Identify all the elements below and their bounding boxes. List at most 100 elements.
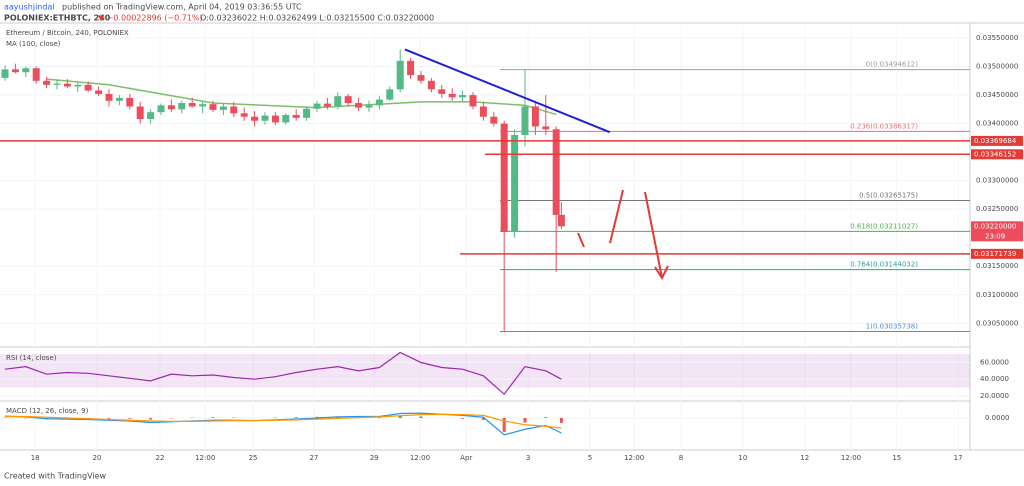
candle-body	[63, 83, 71, 87]
annotation-arrows	[577, 189, 669, 281]
x-tick-label: 12:00	[624, 454, 644, 462]
y-tick-label: 0.03550000	[976, 34, 1018, 42]
candle-body	[230, 106, 238, 114]
y-tick-label: 0.03300000	[976, 177, 1018, 185]
candle-body	[167, 105, 175, 110]
arrow	[577, 232, 585, 248]
histogram-bar	[149, 418, 153, 420]
x-tick-label: 15	[892, 454, 901, 462]
arrow-head	[654, 265, 669, 281]
x-tick-label: 5	[588, 454, 592, 462]
last-price-box	[971, 221, 1023, 242]
countdown: 23:09	[985, 232, 1005, 240]
price-label: 0.03346152	[974, 150, 1016, 158]
candle-body	[438, 89, 446, 94]
change: ▼ −0.00022896 (−0.71%)	[98, 14, 203, 23]
fib-label: 1(0.03035738)	[866, 322, 918, 330]
trend-line	[404, 48, 611, 134]
histogram-bar	[419, 416, 423, 418]
fib-label: 0.618(0.03211027)	[850, 222, 918, 230]
candle-body	[74, 84, 82, 87]
y-tick-label: 0.03450000	[976, 91, 1018, 99]
candle-body	[407, 60, 415, 76]
histogram-bar	[502, 418, 506, 432]
candle-body	[355, 103, 363, 108]
pane-title: RSI (14, close)	[6, 354, 57, 362]
candle-body	[469, 95, 477, 107]
candle-body	[1, 69, 9, 78]
candle-body	[84, 84, 92, 91]
candle-body	[313, 103, 321, 109]
candle-body	[11, 69, 19, 73]
candle-body	[219, 106, 227, 110]
candle-body	[521, 106, 529, 135]
x-tick-label: 12:00	[195, 454, 215, 462]
candle-body	[500, 123, 508, 233]
y-tick-label: 0.03150000	[976, 262, 1018, 270]
price-label: 0.03369684	[974, 137, 1017, 145]
x-tick-label: Apr	[460, 454, 472, 462]
x-tick-label: 8	[679, 454, 683, 462]
candle-body	[303, 108, 311, 118]
candle-body	[542, 126, 550, 130]
y-tick-label: 40.0000	[980, 375, 1009, 383]
histogram-bar	[461, 418, 465, 419]
candle-body	[147, 112, 155, 120]
candle-body	[95, 90, 103, 94]
candle-body	[459, 95, 467, 98]
candle-body	[334, 96, 342, 107]
y-tick-label: 0.03050000	[976, 319, 1018, 327]
x-tick-label: 22	[155, 454, 164, 462]
x-tick-label: 29	[370, 454, 379, 462]
fib-label: 0.236(0.03386317)	[850, 122, 918, 130]
candle-body	[344, 96, 352, 104]
rsi-band	[0, 354, 970, 388]
fib-label: 0(0.03494612)	[866, 61, 918, 69]
candle-body	[251, 116, 259, 121]
arrow	[644, 191, 663, 279]
candle-body	[178, 103, 186, 110]
published: published on TradingView.com, April 04, …	[62, 3, 302, 12]
candle-body	[323, 103, 331, 107]
x-tick-label: 10	[738, 454, 747, 462]
overlay-title: MA (100, close)	[6, 40, 61, 48]
candle-body	[136, 106, 144, 120]
rsi-line	[4, 351, 562, 396]
histogram-bar	[107, 418, 111, 419]
ohlc: O:0.03236022 H:0.03262499 L:0.03215500 C…	[200, 14, 434, 23]
candle-body	[53, 83, 61, 85]
y-tick-label: 0.03100000	[976, 291, 1018, 299]
candle-body	[22, 68, 30, 73]
symbol: POLONIEX:ETHBTC, 240	[4, 14, 111, 23]
author[interactable]: aayushjindal	[4, 3, 55, 12]
candle-body	[511, 134, 519, 233]
macd-line	[4, 413, 562, 429]
histogram-bar	[398, 415, 402, 418]
candle-body	[282, 115, 290, 123]
candle-body	[188, 103, 196, 107]
footer: Created with TradingView	[4, 472, 107, 481]
candle-body	[386, 89, 394, 100]
y-tick-label: 0.03500000	[976, 63, 1018, 71]
plot-area: 0.03550000 0.03500000 0.03450000 0.03400000…	[0, 26, 1023, 462]
candle-body	[396, 60, 404, 90]
fib-label: 0.5(0.03265175)	[859, 192, 918, 200]
x-tick-label: 18	[31, 454, 40, 462]
price-label-box	[971, 135, 1023, 146]
candle-body	[557, 214, 565, 227]
x-tick-label: 25	[249, 454, 258, 462]
histogram-bar	[559, 418, 563, 423]
candle-body	[292, 115, 300, 118]
x-tick-label: 3	[526, 454, 530, 462]
candle-body	[126, 97, 134, 107]
candle-body	[240, 113, 248, 117]
candle-body	[375, 99, 383, 106]
candle-body	[448, 93, 456, 98]
candle-body	[490, 116, 498, 124]
candle-body	[479, 106, 487, 117]
x-tick-label: 20	[93, 454, 102, 462]
histogram-bar	[294, 417, 298, 418]
pane-title: Ethereum / Bitcoin, 240, POLONIEX	[6, 29, 129, 37]
